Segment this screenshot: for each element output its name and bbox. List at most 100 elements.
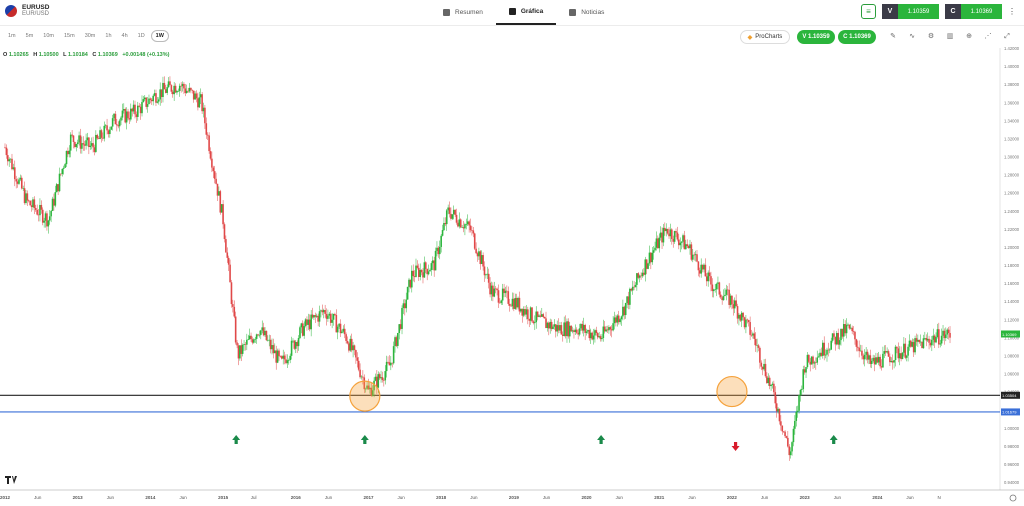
y-tick-label: 1.24000 [1004,209,1020,214]
y-tick-label: 1.34000 [1004,118,1020,123]
candle-body [689,244,691,249]
timeframe-10m[interactable]: 10m [43,33,54,39]
candle-body [152,95,154,102]
candle-body [733,300,736,309]
candle-body [736,306,739,319]
candle-body [858,347,860,352]
candle-body [417,267,420,278]
candle-body [809,361,812,365]
candle-body [212,167,215,172]
candle-body [285,359,287,364]
x-tick-label: 2022 [727,495,738,500]
candle-body [377,374,380,388]
candle-body [492,285,494,297]
candle-body [369,387,371,390]
candle-body [197,98,199,108]
candle-body [93,147,96,152]
sell-button[interactable]: V 1.10359 [882,4,939,19]
candle-body [939,343,942,345]
more-options-icon[interactable]: ⋮ [1008,7,1016,16]
chart-type-icon[interactable]: ▥ [946,33,954,40]
sell-pill-button[interactable]: V 1.10359 [797,30,835,44]
timeframe-1d[interactable]: 1D [137,33,145,39]
candle-body [178,85,181,91]
timeframe-1w[interactable]: 1W [150,30,169,42]
candle-body [384,371,387,381]
candle-body [297,338,300,347]
tab-resumen[interactable]: Resumen [430,0,496,25]
arrow-down-icon [731,442,740,451]
candle-body [541,314,543,317]
candle-body [568,325,571,337]
watchlist-add-icon[interactable]: ≡ [861,4,876,19]
tab-noticias[interactable]: Noticias [556,0,617,25]
candle-body [205,123,208,135]
candle-body [910,340,912,347]
candle-body [513,298,515,309]
timeframe-1h[interactable]: 1h [105,33,112,39]
procharts-button[interactable]: ◆ ProCharts [740,30,790,44]
candle-body [246,339,248,345]
candle-body [194,93,196,100]
settings-icon[interactable]: ⚙ [927,33,935,40]
candle-body [124,109,127,123]
candle-body [946,329,949,335]
candle-body [50,210,52,217]
y-tick-label: 1.32000 [1004,136,1020,141]
draw-icon[interactable]: ✎ [890,33,896,40]
candle-body [26,193,29,201]
buy-value: 1.10369 [961,4,1002,19]
candle-body [68,150,71,155]
candle-body [929,342,932,346]
candle-body [97,138,100,140]
candle-body [662,227,665,243]
candle-body [473,233,476,249]
candle-body [39,204,41,216]
candle-body [110,126,113,130]
timeframe-30m[interactable]: 30m [84,33,96,39]
indicators-icon[interactable]: ∿ [909,33,915,40]
candle-body [883,351,886,354]
candle-body [468,221,470,226]
timeframe-5m[interactable]: 5m [25,33,34,39]
buy-pill-button[interactable]: C 1.10369 [838,30,876,44]
candle-body [342,328,345,332]
buy-button[interactable]: C 1.10369 [945,4,1002,19]
timeframe-15m[interactable]: 15m [63,33,75,39]
candle-body [248,335,251,340]
candle-body [697,261,700,271]
candle-body [348,343,350,351]
tab-grafica[interactable]: Gráfica [495,0,557,25]
candle-body [816,357,819,363]
timeframe-1m[interactable]: 1m [8,33,16,39]
candle-body [213,171,216,179]
candle-body [311,314,314,318]
share-icon[interactable]: ⋰ [984,33,992,40]
candle-body [891,360,894,363]
candle-body [15,179,17,182]
candle-body [274,350,276,354]
candle-body [137,105,139,117]
candle-body [317,315,319,322]
candle-body [877,356,880,363]
candle-body [360,376,363,378]
symbol-header[interactable]: EURUSD EUR/USD [5,4,49,18]
candle-body [645,259,648,269]
candle-body [794,420,796,429]
candle-body [752,333,754,336]
add-icon[interactable]: ⊕ [966,33,972,40]
candle-body [598,336,600,338]
candle-body [111,118,114,127]
y-tick-label: 1.40000 [1004,64,1020,69]
timeframe-4h[interactable]: 4h [121,33,128,39]
candle-body [624,303,627,316]
candle-body [753,333,756,339]
fullscreen-icon[interactable]: ⤢ [1004,33,1010,40]
candle-body [398,324,401,333]
candle-body [183,83,185,89]
candle-body [185,90,188,94]
candle-body [903,343,905,353]
candle-body [142,99,145,103]
y-tick-label: 1.26000 [1004,191,1020,196]
